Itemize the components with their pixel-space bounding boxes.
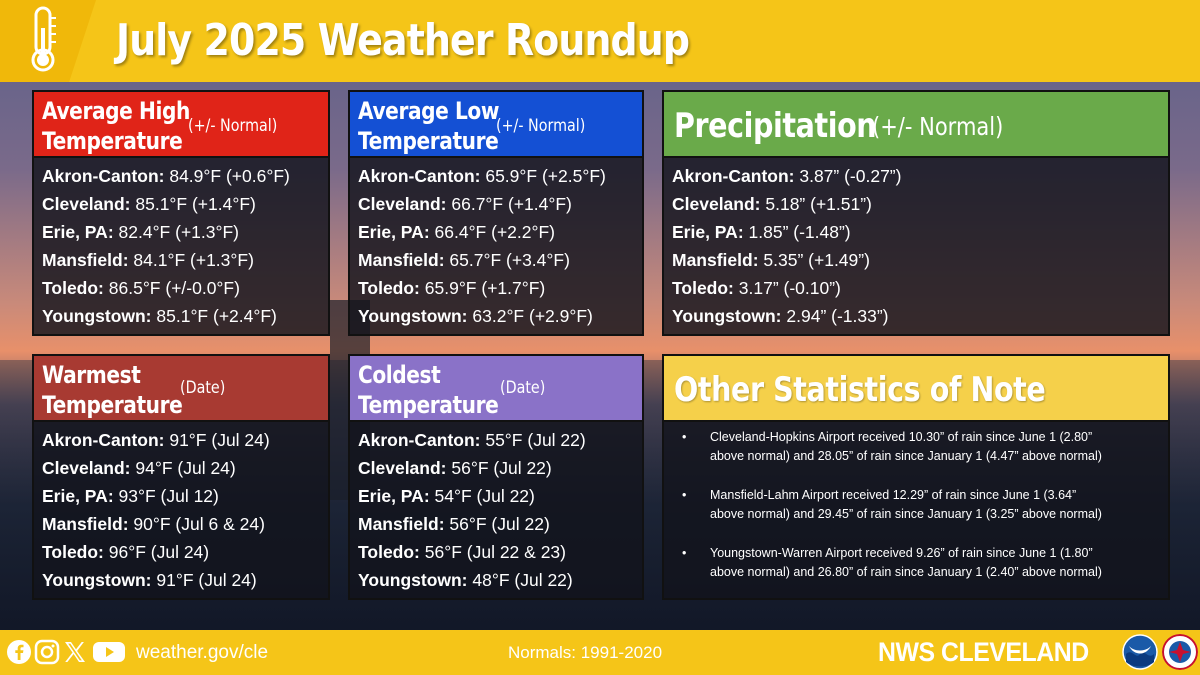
list-item: Mansfield: 5.35” (+1.49”) (672, 250, 870, 270)
panel-average-low: Average Low Temperature (+/- Normal) Akr… (348, 90, 644, 336)
panel-header: Average High Temperature (+/- Normal) (32, 90, 330, 158)
panel-precipitation: Precipitation (+/- Normal) Akron-Canton:… (662, 90, 1170, 336)
bullet-icon: • (682, 488, 687, 502)
list-item: Akron-Canton: 65.9°F (+2.5°F) (358, 166, 606, 186)
panel-title-line1: Average Low (358, 97, 500, 125)
panel-subtitle: (Date) (500, 378, 546, 398)
facebook-icon[interactable] (6, 639, 32, 665)
panel-body: Akron-Canton: 91°F (Jul 24) Cleveland: 9… (32, 422, 330, 600)
footer-banner: weather.gov/cle Normals: 1991-2020 NWS C… (0, 630, 1200, 675)
nws-logo-icon (1162, 634, 1198, 670)
page-title: July 2025 Weather Roundup (116, 15, 690, 66)
list-item: Toledo: 3.17” (-0.10”) (672, 278, 841, 298)
x-icon[interactable] (62, 639, 88, 665)
list-item: Erie, PA: 82.4°F (+1.3°F) (42, 222, 240, 242)
list-item: Toledo: 65.9°F (+1.7°F) (358, 278, 546, 298)
panel-title: Precipitation (674, 106, 877, 146)
panel-title-line2: Temperature (358, 391, 499, 419)
panel-title-line2: Temperature (42, 391, 183, 419)
bullet-icon: • (682, 430, 687, 444)
panel-title-line1: Coldest (358, 361, 441, 389)
list-item: Youngstown: 2.94” (-1.33”) (672, 306, 889, 326)
panel-subtitle: (+/- Normal) (188, 116, 278, 136)
list-item: Cleveland: 5.18” (+1.51”) (672, 194, 872, 214)
list-item: Akron-Canton: 91°F (Jul 24) (42, 430, 270, 450)
panel-header: Average Low Temperature (+/- Normal) (348, 90, 644, 158)
list-item: Mansfield: 90°F (Jul 6 & 24) (42, 514, 265, 534)
list-item: Erie, PA: 66.4°F (+2.2°F) (358, 222, 556, 242)
panel-title: Other Statistics of Note (674, 370, 1046, 410)
list-item: Cleveland: 66.7°F (+1.4°F) (358, 194, 572, 214)
list-item: Youngstown: 85.1°F (+2.4°F) (42, 306, 277, 326)
instagram-icon[interactable] (34, 639, 60, 665)
list-item: Cleveland: 94°F (Jul 24) (42, 458, 236, 478)
list-item: Akron-Canton: 3.87” (-0.27”) (672, 166, 902, 186)
panel-coldest: Coldest Temperature (Date) Akron-Canton:… (348, 354, 644, 600)
panel-warmest: Warmest Temperature (Date) Akron-Canton:… (32, 354, 330, 600)
thermometer-icon (31, 6, 56, 72)
normals-note: Normals: 1991-2020 (508, 643, 663, 662)
list-item: Mansfield: 65.7°F (+3.4°F) (358, 250, 570, 270)
list-item: Cleveland: 56°F (Jul 22) (358, 458, 552, 478)
panel-header: Precipitation (+/- Normal) (662, 90, 1170, 158)
panel-subtitle: (+/- Normal) (496, 116, 586, 136)
header-banner: July 2025 Weather Roundup (0, 0, 1200, 82)
list-item: Akron-Canton: 55°F (Jul 22) (358, 430, 586, 450)
panel-average-high: Average High Temperature (+/- Normal) Ak… (32, 90, 330, 336)
panel-header: Coldest Temperature (Date) (348, 354, 644, 422)
list-item: Erie, PA: 93°F (Jul 12) (42, 486, 219, 506)
panel-other-statistics: Other Statistics of Note • Cleveland-Hop… (662, 354, 1170, 600)
youtube-icon[interactable] (92, 639, 126, 665)
panel-title-line2: Temperature (358, 127, 499, 155)
list-item: Mansfield: 56°F (Jul 22) (358, 514, 550, 534)
panel-title-line1: Average High (42, 97, 190, 125)
list-item: Toledo: 96°F (Jul 24) (42, 542, 210, 562)
panel-body: Akron-Canton: 84.9°F (+0.6°F) Cleveland:… (32, 158, 330, 336)
list-item: Toledo: 56°F (Jul 22 & 23) (358, 542, 566, 562)
panel-header: Warmest Temperature (Date) (32, 354, 330, 422)
list-item: Mansfield: 84.1°F (+1.3°F) (42, 250, 254, 270)
panel-title-line1: Warmest (42, 361, 141, 389)
noaa-logo-icon (1122, 634, 1158, 670)
panel-title-line2: Temperature (42, 127, 183, 155)
brand-name: NWS CLEVELAND (878, 637, 1089, 667)
panel-body: Akron-Canton: 55°F (Jul 22) Cleveland: 5… (348, 422, 644, 600)
list-item: Youngstown: 63.2°F (+2.9°F) (358, 306, 593, 326)
list-item: Erie, PA: 1.85” (-1.48”) (672, 222, 851, 242)
list-item: Akron-Canton: 84.9°F (+0.6°F) (42, 166, 290, 186)
panel-subtitle: (Date) (180, 378, 226, 398)
panel-subtitle: (+/- Normal) (872, 112, 1004, 141)
list-item: Youngstown: 91°F (Jul 24) (42, 570, 257, 590)
panel-body: Akron-Canton: 65.9°F (+2.5°F) Cleveland:… (348, 158, 644, 336)
list-item: Erie, PA: 54°F (Jul 22) (358, 486, 535, 506)
panel-body: • Cleveland-Hopkins Airport received 10.… (662, 422, 1170, 600)
panel-header: Other Statistics of Note (662, 354, 1170, 422)
website-link[interactable]: weather.gov/cle (136, 642, 269, 663)
list-item: Cleveland: 85.1°F (+1.4°F) (42, 194, 256, 214)
list-item: Toledo: 86.5°F (+/-0.0°F) (42, 278, 240, 298)
list-item: Youngstown: 48°F (Jul 22) (358, 570, 573, 590)
bullet-icon: • (682, 546, 687, 560)
panel-body: Akron-Canton: 3.87” (-0.27”) Cleveland: … (662, 158, 1170, 336)
